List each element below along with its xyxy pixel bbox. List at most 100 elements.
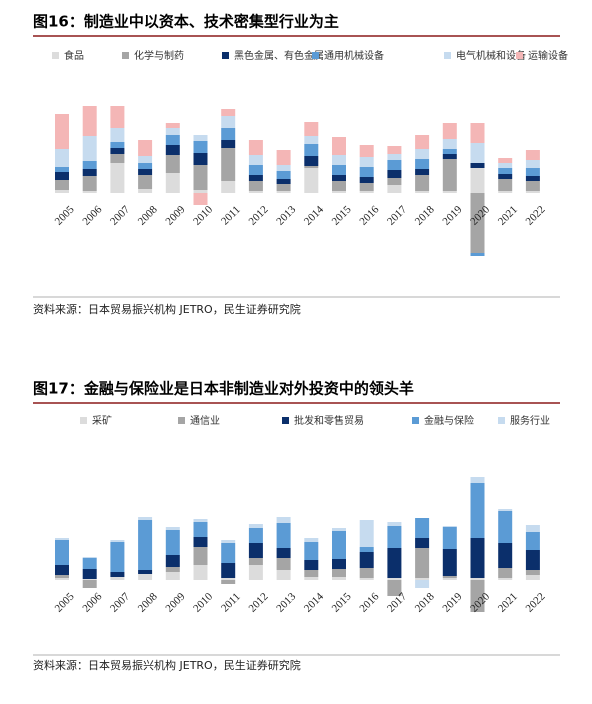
- bar-segment: [276, 184, 291, 191]
- bar-segment: [276, 191, 291, 193]
- bar-segment: [359, 167, 374, 177]
- bar-segment: [470, 538, 485, 578]
- bar-segment: [55, 180, 69, 190]
- x-tick-label: 2009: [163, 203, 187, 227]
- bar-segment: [332, 191, 346, 193]
- x-tick-label: 2008: [136, 590, 160, 614]
- bar-segment: [276, 179, 291, 184]
- bar-segment: [55, 114, 69, 149]
- bar-segment: [221, 181, 236, 193]
- bar-segment: [82, 191, 97, 193]
- bar-segment: [276, 171, 291, 179]
- bar-segment: [110, 106, 125, 128]
- bar-segment: [110, 540, 125, 542]
- bar-segment: [276, 548, 291, 558]
- x-tick-label: 2008: [136, 203, 160, 227]
- bar-segment: [165, 530, 180, 555]
- bar-segment: [525, 181, 540, 191]
- bar-segment: [138, 156, 153, 163]
- legend-swatch: [498, 417, 505, 424]
- bar-segment: [332, 528, 346, 531]
- legend-swatch: [444, 52, 451, 59]
- bar-segment: [165, 155, 180, 173]
- bar-segment: [498, 568, 513, 578]
- legend-swatch: [178, 417, 185, 424]
- bar-segment: [525, 570, 540, 575]
- bar-segment: [138, 169, 153, 175]
- bar-segment: [221, 540, 236, 543]
- bar-segment: [221, 543, 236, 563]
- legend-label: 批发和零售贸易: [294, 414, 364, 427]
- bar-segment: [442, 526, 457, 527]
- bar-segment: [332, 577, 346, 580]
- bar-segment: [415, 135, 430, 149]
- legend-label: 服务行业: [510, 414, 550, 427]
- bar-segment: [387, 154, 402, 160]
- bar-segment: [221, 128, 236, 140]
- bar-segment: [248, 558, 263, 565]
- x-tick-label: 2011: [219, 591, 243, 615]
- bar-segment: [359, 191, 374, 193]
- bar-segment: [248, 175, 263, 181]
- x-tick-label: 2014: [302, 590, 326, 614]
- bar-segment: [387, 580, 402, 596]
- bar-segment: [332, 559, 346, 569]
- bar-segment: [359, 578, 374, 580]
- bar-segment: [82, 136, 97, 161]
- bar-segment: [359, 547, 374, 552]
- x-tick-label: 2009: [163, 590, 187, 614]
- bar-segment: [193, 193, 208, 205]
- bar-segment: [82, 558, 97, 569]
- bar-segment: [387, 185, 402, 193]
- bar-segment: [248, 528, 263, 543]
- bar-segment: [110, 542, 125, 572]
- bar-segment: [82, 579, 97, 580]
- bar-segment: [415, 538, 430, 548]
- bar-segment: [55, 578, 69, 580]
- bar-segment: [55, 575, 69, 578]
- source-note: 资料来源：日本贸易振兴机构 JETRO，民生证券研究院: [33, 302, 301, 316]
- bar-segment: [138, 574, 153, 580]
- legend-label: 电气机械和设备: [456, 49, 526, 62]
- bar-segment: [442, 578, 457, 580]
- x-tick-label: 2021: [496, 204, 520, 228]
- bar-segment: [82, 176, 97, 191]
- bar-segment: [525, 575, 540, 580]
- bar-segment: [165, 128, 180, 135]
- bar-segment: [498, 163, 513, 168]
- bar-segment: [248, 181, 263, 191]
- bar-segment: [55, 149, 69, 167]
- bar-segment: [110, 142, 125, 148]
- x-tick-label: 2022: [524, 204, 548, 228]
- x-tick-label: 2015: [330, 203, 354, 227]
- bar-segment: [359, 552, 374, 568]
- bar-segment: [359, 177, 374, 183]
- x-tick-label: 2019: [440, 590, 464, 614]
- bar-segment: [470, 193, 485, 253]
- bar-segment: [442, 159, 457, 191]
- bar-segment: [55, 190, 69, 193]
- bar-segment: [193, 165, 208, 190]
- bar-segment: [82, 161, 97, 169]
- x-tick-label: 2005: [53, 590, 77, 614]
- x-tick-label: 2010: [191, 203, 215, 227]
- bar-segment: [498, 174, 513, 179]
- bar-segment: [248, 140, 263, 155]
- bar-segment: [525, 550, 540, 570]
- bar-segment: [415, 580, 430, 588]
- bar-segment: [110, 154, 125, 163]
- x-tick-label: 2011: [219, 204, 243, 228]
- bar-segment: [332, 137, 346, 155]
- bar-segment: [304, 560, 319, 570]
- bar-segment: [221, 140, 236, 148]
- bar-segment: [442, 154, 457, 159]
- x-tick-label: 2014: [302, 203, 326, 227]
- bar-segment: [359, 145, 374, 157]
- bar-segment: [82, 106, 97, 136]
- legend-swatch: [516, 52, 523, 59]
- bar-segment: [498, 509, 513, 511]
- bar-segment: [304, 156, 319, 166]
- bar-segment: [332, 155, 346, 165]
